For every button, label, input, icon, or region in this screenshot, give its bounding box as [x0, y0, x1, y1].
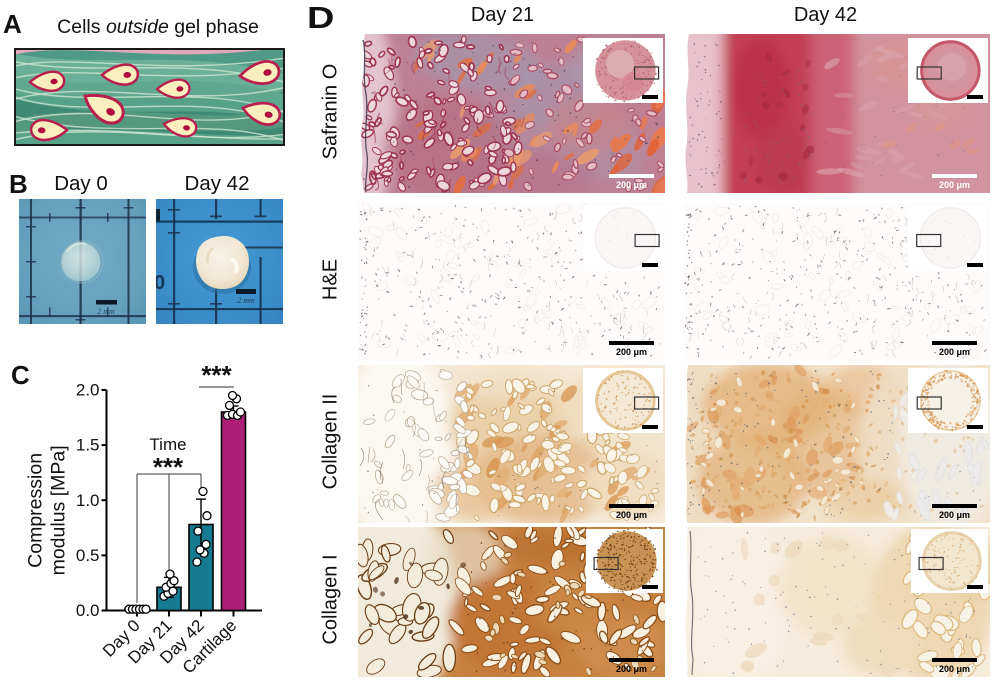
- svg-text:200 μm: 200 μm: [616, 664, 647, 674]
- svg-text:2.0: 2.0: [76, 381, 100, 400]
- svg-text:200 μm: 200 μm: [939, 347, 970, 357]
- svg-text:***: ***: [201, 360, 232, 390]
- svg-text:2 mm: 2 mm: [237, 296, 255, 305]
- svg-text:200 μm: 200 μm: [616, 510, 647, 520]
- svg-text:2 mm: 2 mm: [97, 307, 115, 316]
- svg-text:200 μm: 200 μm: [939, 510, 970, 520]
- svg-text:0.5: 0.5: [76, 546, 100, 565]
- svg-text:200 μm: 200 μm: [939, 180, 970, 190]
- svg-text:200 μm: 200 μm: [616, 180, 647, 190]
- svg-text:0: 0: [156, 272, 165, 294]
- svg-text:0.0: 0.0: [76, 601, 100, 620]
- svg-text:200 μm: 200 μm: [939, 664, 970, 674]
- svg-text:200 μm: 200 μm: [616, 347, 647, 357]
- svg-text:1.5: 1.5: [76, 436, 100, 455]
- svg-text:Time: Time: [149, 435, 186, 454]
- svg-text:1.0: 1.0: [76, 491, 100, 510]
- svg-text:***: ***: [153, 452, 184, 482]
